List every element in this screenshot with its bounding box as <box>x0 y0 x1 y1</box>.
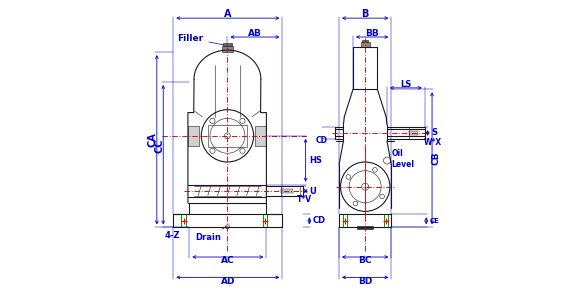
Text: BC: BC <box>359 256 372 265</box>
Text: HS: HS <box>309 156 322 165</box>
Text: 4-Z: 4-Z <box>165 231 181 239</box>
Bar <box>208 125 246 147</box>
Text: B: B <box>362 9 369 19</box>
Bar <box>409 131 418 135</box>
Text: CD: CD <box>313 216 326 225</box>
Text: T*V: T*V <box>297 194 312 204</box>
Text: CD: CD <box>316 136 328 145</box>
Bar <box>188 126 199 146</box>
Bar <box>281 189 293 193</box>
Bar <box>357 227 373 229</box>
Text: CC: CC <box>154 139 164 153</box>
Text: Oil
Level: Oil Level <box>392 150 415 169</box>
Text: S: S <box>431 128 437 138</box>
Bar <box>223 44 232 46</box>
Text: CA: CA <box>148 132 158 147</box>
Text: Filler: Filler <box>177 34 224 45</box>
Text: CB: CB <box>432 152 440 165</box>
Text: A: A <box>223 9 231 19</box>
Text: BD: BD <box>358 277 372 286</box>
Bar <box>255 126 266 146</box>
Text: AD: AD <box>220 277 235 286</box>
Text: AC: AC <box>221 256 235 265</box>
Text: Drain: Drain <box>195 227 226 242</box>
Text: BB: BB <box>365 29 379 38</box>
Bar <box>362 40 369 42</box>
Text: W*X: W*X <box>424 138 442 147</box>
Text: LS: LS <box>400 80 412 89</box>
Text: U: U <box>309 187 316 196</box>
Bar <box>222 46 233 52</box>
Text: CE: CE <box>429 218 439 224</box>
Bar <box>361 42 370 47</box>
Text: AB: AB <box>248 29 262 38</box>
